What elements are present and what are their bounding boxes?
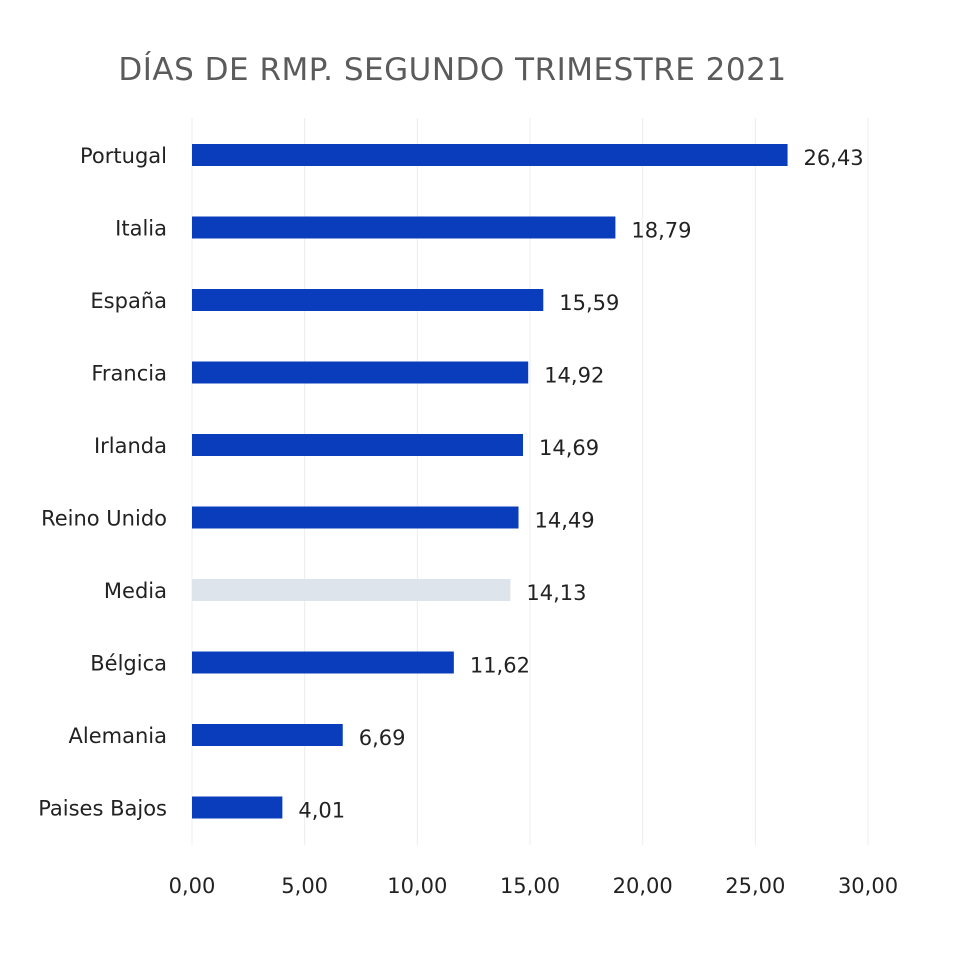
chart-title: DÍAS DE RMP. SEGUNDO TRIMESTRE 2021: [118, 52, 787, 88]
x-tick-label: 15,00: [500, 874, 560, 898]
gridlines: [191, 118, 869, 845]
bar: [192, 434, 524, 456]
category-label: Media: [104, 579, 167, 603]
bar: [192, 361, 529, 384]
value-label: 14,92: [544, 364, 604, 388]
bar: [192, 289, 544, 311]
value-label: 14,49: [535, 509, 595, 533]
bar: [192, 216, 616, 239]
category-label: Irlanda: [94, 434, 167, 458]
x-tick-label: 30,00: [838, 874, 898, 898]
value-labels: 26,43 18,79 15,59 14,92 14,69 14,49 14,13 11,62…: [298, 146, 863, 823]
bar: [192, 579, 511, 601]
category-labels: Portugal Italia España Francia Irlanda Reino …: [38, 144, 167, 821]
category-label: Italia: [115, 217, 167, 241]
value-label: 4,01: [298, 799, 345, 823]
bars: [192, 144, 788, 819]
bar: [192, 506, 519, 529]
value-label: 14,69: [539, 436, 599, 460]
category-label: España: [90, 289, 167, 313]
category-label: Portugal: [80, 144, 167, 168]
category-label: Francia: [91, 362, 167, 386]
category-label: Alemania: [69, 724, 167, 748]
x-tick-label: 5,00: [281, 874, 328, 898]
x-tick-label: 10,00: [387, 874, 447, 898]
bar: [192, 724, 343, 746]
category-label: Reino Unido: [41, 507, 167, 531]
value-label: 6,69: [359, 726, 406, 750]
value-label: 14,13: [526, 581, 586, 605]
bar: [192, 796, 283, 819]
x-axis-ticks: 0,00 5,00 10,00 15,00 20,00 25,00 30,00: [169, 874, 898, 898]
x-tick-label: 20,00: [613, 874, 673, 898]
value-label: 18,79: [631, 219, 691, 243]
value-label: 15,59: [559, 291, 619, 315]
x-tick-label: 0,00: [169, 874, 216, 898]
value-label: 11,62: [470, 654, 530, 678]
bar: [192, 144, 788, 166]
x-tick-label: 25,00: [725, 874, 785, 898]
bar: [192, 651, 454, 674]
category-label: Paises Bajos: [38, 797, 167, 821]
value-label: 26,43: [804, 146, 864, 170]
category-label: Bélgica: [90, 652, 167, 676]
